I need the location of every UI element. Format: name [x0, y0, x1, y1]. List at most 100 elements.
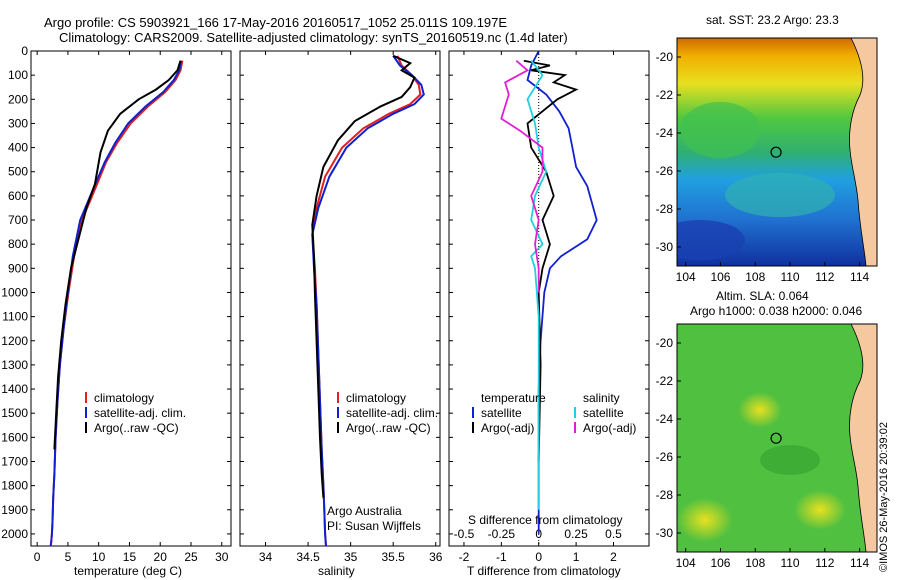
legend-label-climatology: climatology: [94, 391, 154, 405]
x-tick-label: 36: [429, 550, 443, 564]
y-tick-label: 1200: [1, 334, 28, 348]
x-top-tick-label: -0.5: [454, 527, 475, 541]
series-line: [311, 54, 416, 498]
difference-panel-frame: [448, 50, 650, 547]
map-x-tick-label: 104: [676, 270, 696, 284]
y-tick-label: 1100: [2, 310, 28, 324]
map-x-tick-label: 112: [815, 270, 834, 284]
difference-legend: temperature salinity satellite Argo(-adj…: [468, 391, 636, 527]
y-tick-label: 1400: [1, 382, 28, 396]
x-tick-label: 34.5: [296, 550, 320, 564]
temperature-legend: climatology satellite-adj. clim. Argo(..…: [85, 391, 186, 435]
map-y-tick-label: -28: [656, 202, 674, 216]
series-line: [53, 60, 182, 450]
y-tick-label: 800: [8, 237, 28, 251]
temperature-panel-frame: [30, 50, 232, 547]
y-tick-label: 200: [8, 92, 28, 106]
legend-label-satellite: satellite-adj. clim.: [346, 406, 438, 420]
imos-credit: ©IMOS 26-May-2016 20:39:02: [878, 422, 890, 572]
land-mass: [849, 324, 877, 552]
x-tick-label: 30: [215, 550, 229, 564]
map-y-tick-label: -22: [656, 374, 674, 388]
argo-location-marker: [770, 146, 782, 158]
series-line: [500, 60, 544, 293]
y-tick-label: 1700: [1, 454, 28, 468]
sla-map: [677, 324, 877, 552]
y-tick-label: 1900: [1, 503, 28, 517]
x-tick-label: 34: [259, 550, 273, 564]
y-tick-label: 1300: [1, 358, 28, 372]
y-tick-label: 1800: [1, 479, 28, 493]
y-tick-label: 400: [8, 141, 28, 155]
x-tick-label: -2: [459, 550, 470, 564]
sla-map-frame: [676, 323, 878, 553]
salinity-panel-frame: [239, 50, 441, 547]
sla-high: [677, 498, 733, 542]
x-tick-label: 35: [344, 550, 358, 564]
sst-map-title: sat. SST: 23.2 Argo: 23.3: [706, 13, 839, 27]
sst-patch: [680, 102, 760, 158]
legend-header-temperature: temperature: [481, 391, 546, 405]
map-y-tick-label: -30: [656, 526, 674, 540]
sst-patch: [725, 173, 835, 217]
legend-label-argo: Argo(..raw -QC): [94, 421, 179, 435]
map-x-tick-label: 112: [815, 556, 834, 570]
argo-australia-label: Argo Australia: [327, 504, 402, 518]
sst-map: [677, 38, 877, 266]
y-tick-label: 500: [8, 165, 28, 179]
series-line: [523, 59, 579, 462]
map-y-tick-label: -26: [656, 450, 674, 464]
x-tick-label: 2: [610, 550, 617, 564]
map-y-tick-label: -24: [656, 126, 674, 140]
series-line: [526, 60, 548, 510]
sla-low: [760, 445, 820, 475]
sst-patch: [677, 220, 745, 260]
x-top-tick-label: 0.5: [605, 527, 622, 541]
y-tick-label: 700: [8, 213, 28, 227]
map-x-tick-label: 110: [780, 556, 799, 570]
map-y-tick-label: -20: [656, 50, 674, 64]
y-tick-label: 900: [8, 261, 28, 275]
salinity-axis-label: salinity: [318, 564, 355, 578]
legend-header-salinity: salinity: [583, 391, 620, 405]
salinity-legend: climatology satellite-adj. clim. Argo(..…: [327, 391, 438, 533]
map-y-tick-label: -30: [656, 240, 674, 254]
legend-label-sal-argo: Argo(-adj): [583, 421, 636, 435]
sla-map-axes: 104 106 108 110 112 114 -20 -22 -24 -26 -28 -30: [656, 336, 870, 570]
legend-label-sal-satellite: satellite: [583, 406, 624, 420]
s-difference-label: S difference from climatology: [468, 513, 623, 527]
x-top-tick-label: -0.25: [488, 527, 516, 541]
y-tick-label: 600: [8, 189, 28, 203]
sla-high: [794, 490, 846, 530]
x-tick-label: 1: [573, 550, 580, 564]
x-top-tick-label: 0.25: [564, 527, 588, 541]
land-mass: [849, 38, 877, 266]
map-y-tick-label: -20: [656, 336, 674, 350]
figure-title-line1: Argo profile: CS 5903921_166 17-May-2016…: [44, 15, 507, 30]
y-tick-label: 100: [8, 68, 28, 82]
map-y-tick-label: -22: [656, 88, 674, 102]
y-tick-label: 1000: [1, 285, 28, 299]
y-tick-label: 1500: [1, 406, 28, 420]
series-line: [311, 55, 425, 547]
legend-label-temp-argo: Argo(-adj): [481, 421, 534, 435]
y-tick-label: 2000: [1, 527, 28, 541]
series-layer: [49, 50, 598, 547]
x-tick-label: 20: [154, 550, 168, 564]
sst-map-axes: 104 106 108 110 112 114 -20 -22 -24 -26 -28 -30: [656, 50, 870, 284]
sla-high: [738, 392, 782, 428]
legend-label-argo: Argo(..raw -QC): [346, 421, 431, 435]
legend-label-climatology: climatology: [346, 391, 406, 405]
x-tick-label: 15: [123, 550, 137, 564]
y-tick-label: 1600: [1, 430, 28, 444]
pi-label: PI: Susan Wijffels: [327, 519, 421, 533]
y-tick-label: 0: [21, 44, 28, 58]
x-tick-label: 5: [65, 550, 72, 564]
map-x-tick-label: 108: [745, 556, 765, 570]
map-x-tick-label: 114: [850, 556, 869, 570]
map-y-tick-label: -24: [656, 412, 674, 426]
legend-label-satellite: satellite-adj. clim.: [94, 406, 186, 420]
y-tick-label: 300: [8, 116, 28, 130]
map-x-tick-label: 106: [710, 270, 730, 284]
